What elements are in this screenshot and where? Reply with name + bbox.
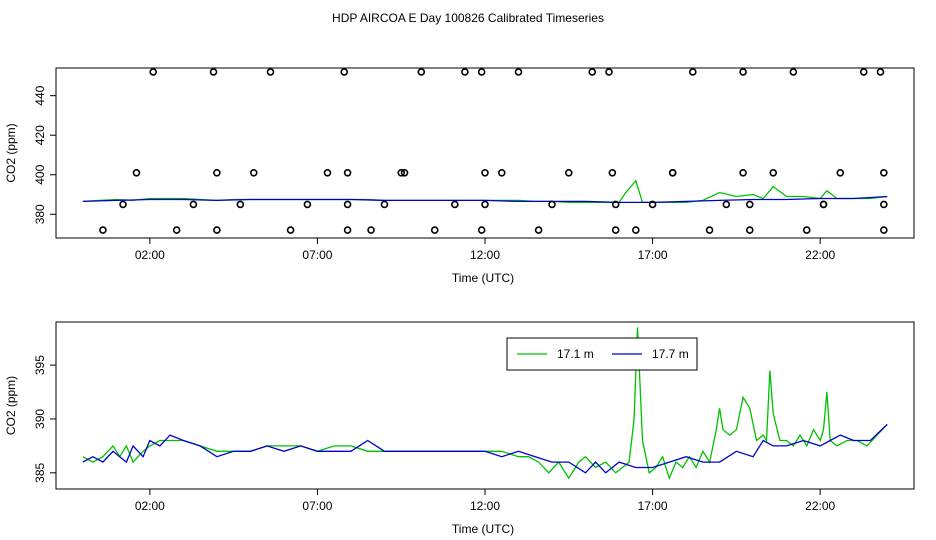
x-axis-label: Time (UTC) bbox=[452, 522, 514, 536]
data-point bbox=[819, 200, 828, 209]
data-point bbox=[236, 200, 245, 209]
data-point bbox=[668, 168, 677, 177]
series-line-green bbox=[82, 327, 888, 481]
series-line-blue bbox=[82, 195, 888, 204]
data-point bbox=[461, 68, 469, 76]
data-point bbox=[451, 200, 459, 209]
data-point bbox=[497, 168, 506, 177]
data-point bbox=[477, 226, 486, 234]
data-point bbox=[477, 68, 486, 76]
y-tick-label: 420 bbox=[33, 125, 47, 145]
data-point bbox=[611, 200, 620, 209]
data-point bbox=[397, 168, 406, 177]
data-point bbox=[481, 200, 489, 209]
x-axis-label: Time (UTC) bbox=[452, 271, 514, 285]
data-point bbox=[343, 168, 352, 177]
legend-label: 17.1 m bbox=[557, 347, 594, 361]
plot-frame bbox=[55, 67, 915, 239]
data-point bbox=[880, 226, 888, 234]
data-point bbox=[745, 200, 754, 209]
data-point bbox=[99, 226, 107, 234]
data-point bbox=[739, 68, 747, 76]
y-axis-label: CO2 (ppm) bbox=[4, 376, 18, 435]
data-point bbox=[209, 68, 218, 76]
data-point bbox=[343, 200, 352, 209]
data-point bbox=[605, 68, 613, 76]
x-tick-label: 17:00 bbox=[638, 499, 668, 513]
figure-title: HDP AIRCOA E Day 100826 Calibrated Times… bbox=[332, 11, 604, 25]
data-point bbox=[119, 200, 127, 209]
x-tick-label: 22:00 bbox=[805, 499, 835, 513]
data-point bbox=[876, 68, 885, 76]
data-point bbox=[836, 168, 845, 177]
data-point bbox=[534, 226, 543, 234]
data-point bbox=[688, 68, 697, 76]
data-point bbox=[880, 168, 888, 177]
data-point bbox=[149, 68, 157, 76]
data-point bbox=[303, 200, 312, 209]
y-tick-label: 390 bbox=[33, 409, 47, 429]
x-tick-label: 17:00 bbox=[638, 248, 668, 262]
y-tick-label: 440 bbox=[33, 85, 47, 105]
data-point bbox=[789, 68, 798, 76]
y-tick-label: 380 bbox=[33, 204, 47, 224]
data-point bbox=[367, 226, 375, 234]
data-point bbox=[745, 226, 754, 234]
series-line-blue bbox=[82, 423, 888, 474]
data-point bbox=[172, 226, 181, 234]
x-tick-label: 02:00 bbox=[135, 499, 165, 513]
x-tick-label: 07:00 bbox=[302, 248, 332, 262]
data-point bbox=[380, 200, 389, 209]
data-point bbox=[880, 200, 888, 209]
data-point bbox=[266, 68, 275, 76]
data-point bbox=[286, 226, 295, 234]
data-point bbox=[632, 226, 640, 234]
data-point bbox=[514, 68, 523, 76]
data-point bbox=[564, 168, 573, 177]
data-point bbox=[802, 226, 811, 234]
data-point bbox=[611, 226, 620, 234]
legend: 17.1 m 17.7 m bbox=[506, 337, 698, 371]
data-point bbox=[213, 226, 221, 234]
top-panel: 02:00 07:00 12:00 17:00 22:00 380 400 420 440 Tim… bbox=[4, 67, 915, 285]
x-tick-label: 07:00 bbox=[302, 499, 332, 513]
data-point bbox=[588, 68, 597, 76]
data-point bbox=[323, 168, 332, 177]
y-axis-label: CO2 (ppm) bbox=[4, 123, 18, 182]
data-point bbox=[249, 168, 258, 177]
x-tick-label: 12:00 bbox=[470, 499, 500, 513]
data-point bbox=[400, 168, 409, 177]
x-tick-label: 12:00 bbox=[470, 248, 500, 262]
data-point bbox=[340, 68, 349, 76]
plot-frame bbox=[55, 321, 915, 490]
data-point bbox=[769, 168, 778, 177]
data-point bbox=[705, 226, 714, 234]
data-point bbox=[481, 168, 489, 177]
data-point bbox=[722, 200, 731, 209]
y-tick-label: 400 bbox=[33, 164, 47, 184]
bottom-panel: 02:00 07:00 12:00 17:00 22:00 385 390 395 Time (… bbox=[4, 321, 915, 536]
y-tick-label: 385 bbox=[33, 463, 47, 483]
data-point bbox=[213, 168, 221, 177]
data-point bbox=[132, 168, 141, 177]
data-point bbox=[739, 168, 747, 177]
data-point bbox=[608, 168, 617, 177]
x-tick-label: 02:00 bbox=[135, 248, 165, 262]
data-point bbox=[859, 68, 868, 76]
data-point bbox=[417, 68, 426, 76]
x-tick-label: 22:00 bbox=[805, 248, 835, 262]
data-point bbox=[343, 226, 352, 234]
legend-label: 17.7 m bbox=[652, 347, 689, 361]
data-point bbox=[648, 200, 657, 209]
data-point bbox=[548, 200, 556, 209]
y-tick-label: 395 bbox=[33, 355, 47, 375]
data-point bbox=[189, 200, 198, 209]
data-point bbox=[430, 226, 439, 234]
